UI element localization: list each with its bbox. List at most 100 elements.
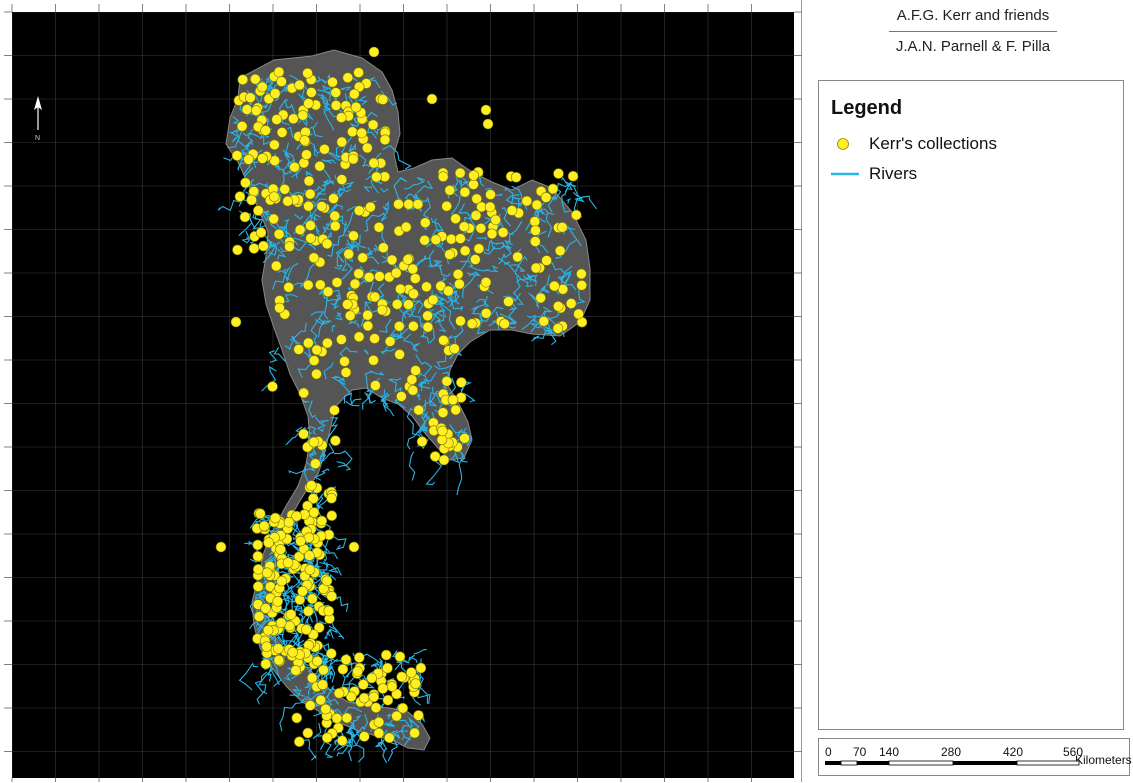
river-line (330, 225, 346, 246)
river-line (322, 84, 331, 91)
collection-point (490, 214, 502, 226)
river-line (284, 293, 298, 303)
collection-point (450, 213, 461, 224)
river-line (416, 180, 434, 194)
river-line (417, 693, 431, 705)
river-line (314, 468, 330, 481)
collection-point (274, 302, 285, 314)
river-line (249, 596, 264, 630)
river-line (363, 391, 376, 404)
collection-point (368, 46, 380, 58)
collection-point (407, 263, 419, 275)
river-line (450, 298, 464, 311)
river-line (284, 100, 298, 119)
collection-point (444, 249, 455, 260)
river-line (294, 605, 303, 612)
river-line (306, 556, 316, 568)
collection-point (449, 343, 460, 355)
collection-point (378, 242, 389, 253)
collection-point (258, 520, 270, 532)
collection-point (255, 227, 267, 238)
collection-point (298, 428, 309, 440)
river-line (450, 450, 460, 464)
river-line (284, 669, 294, 682)
collection-point (348, 230, 359, 242)
river-line (566, 225, 582, 247)
collection-point (305, 233, 317, 244)
north-arrow: N (34, 96, 42, 142)
river-line (302, 542, 313, 563)
river-line (320, 179, 335, 187)
collection-point (348, 88, 360, 100)
river-line (462, 427, 473, 447)
collection-point (317, 679, 329, 691)
collection-point (382, 662, 393, 674)
collection-point (570, 209, 582, 221)
collection-point (529, 236, 541, 247)
collection-point (459, 432, 470, 444)
river-line (462, 272, 478, 299)
river-line (320, 561, 329, 571)
river-line (242, 132, 260, 138)
collection-point (303, 200, 314, 212)
collection-point (315, 694, 327, 706)
collection-point (369, 291, 381, 303)
collection-point (499, 318, 510, 330)
collection-point (554, 245, 566, 257)
collection-point (396, 671, 408, 683)
river-line (289, 322, 307, 341)
collection-point (268, 213, 280, 225)
river-line (273, 163, 291, 175)
river-line (362, 653, 382, 668)
river-line (249, 104, 261, 117)
river-line (284, 262, 299, 283)
collection-point (311, 368, 322, 380)
north-arrow-icon (34, 96, 42, 110)
river-line (466, 271, 481, 277)
collection-point (268, 191, 280, 202)
river-line (335, 247, 345, 263)
river-line (292, 685, 306, 697)
collection-point (353, 67, 364, 78)
collection-point (293, 736, 305, 748)
collection-point (253, 611, 265, 622)
collection-point (314, 160, 326, 172)
collection-point (349, 278, 361, 290)
collection-point (327, 76, 338, 88)
collection-point (373, 222, 385, 233)
river-line (345, 243, 359, 252)
river-line (256, 619, 267, 632)
scale-bar-panel: 0 70 140 280 420 560 Kilometers (818, 738, 1132, 776)
collection-point (320, 703, 331, 715)
river-line (536, 284, 550, 296)
collection-point (437, 407, 449, 418)
collection-point (329, 404, 340, 416)
collection-point (421, 281, 432, 293)
collection-point (402, 254, 414, 265)
collection-point (484, 201, 496, 213)
river-line (425, 460, 443, 486)
river-line (458, 179, 469, 187)
collection-point (441, 200, 453, 212)
collection-point (459, 245, 471, 257)
river-line (380, 187, 389, 193)
collection-point (452, 268, 464, 280)
collection-point (240, 177, 251, 189)
map-panel[interactable]: N (11, 11, 794, 778)
collection-point (376, 304, 388, 316)
river-line (476, 298, 490, 307)
collection-point (370, 380, 381, 391)
river-line (512, 292, 524, 305)
river-line (483, 246, 496, 255)
collection-point (275, 617, 287, 629)
river-line (344, 661, 353, 678)
collection-point (269, 512, 281, 524)
collection-point (302, 337, 314, 349)
river-line (305, 170, 313, 177)
river-line (330, 618, 345, 640)
collection-point (416, 436, 428, 447)
river-line (363, 186, 373, 193)
collection-point (345, 691, 357, 703)
collection-point (323, 605, 335, 617)
river-line (292, 335, 302, 344)
